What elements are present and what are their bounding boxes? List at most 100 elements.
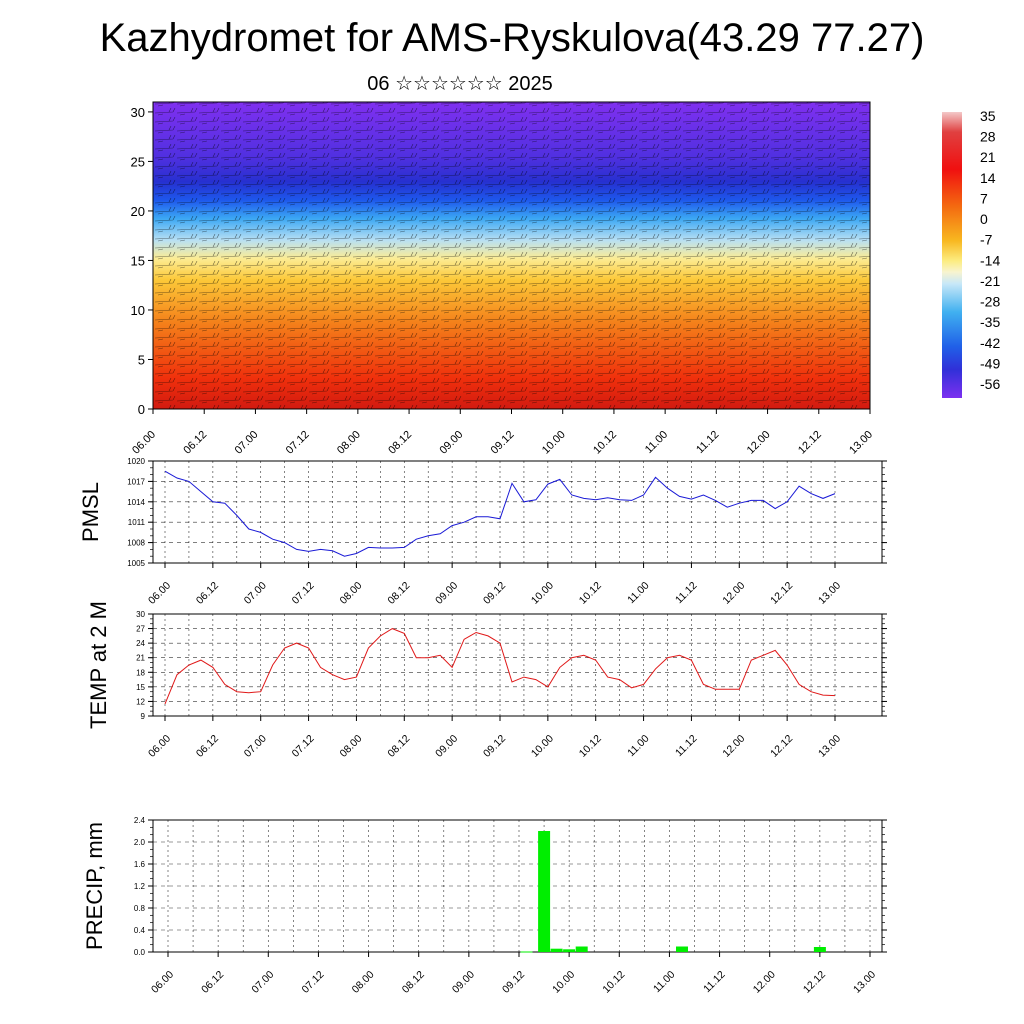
precip-x-tick-label: 10.00: [550, 969, 577, 996]
colorbar-label: 0: [980, 211, 988, 227]
pmsl-x-tick-label: 09.00: [433, 580, 460, 607]
pmsl-x-tick-label: 08.00: [337, 580, 364, 607]
colorbar-label: 21: [980, 149, 996, 165]
temp-x-tick-label: 06.00: [146, 733, 173, 760]
temp-frame: [152, 613, 883, 717]
pmsl-x-tick-label: 10.12: [577, 580, 604, 607]
heatmap-x-tick-label: 07.00: [233, 429, 261, 457]
precip-x-tick-label: 06.12: [199, 969, 226, 996]
precip-bar: [575, 946, 588, 952]
temp-x-tick-label: 13.00: [816, 733, 843, 760]
pmsl-ylabel: PMSL: [78, 482, 103, 542]
heatmap-x-tick-label: 06.00: [130, 429, 158, 457]
temp-x-tick-label: 07.00: [242, 733, 269, 760]
chart-subtitle: 06 ☆☆☆☆☆☆ 2025: [367, 73, 553, 95]
precip-bar: [538, 831, 551, 952]
colorbar-label: -28: [980, 294, 1000, 310]
precip-y-tick-label: 0.8: [134, 904, 146, 913]
heatmap-x-tick-label: 10.12: [591, 429, 619, 457]
heatmap-x-tick-label: 09.00: [437, 429, 465, 457]
heatmap-x-tick-label: 10.00: [540, 429, 568, 457]
heatmap-x-tick-label: 11.12: [694, 429, 721, 456]
precip-y-tick-label: 0.4: [134, 926, 146, 935]
pmsl-x-tick-label: 12.12: [768, 580, 795, 607]
precip-x-tick-label: 13.00: [851, 969, 878, 996]
pmsl-x-tick-label: 10.00: [529, 580, 556, 607]
pmsl-y-tick-label: 1008: [127, 539, 145, 548]
precip-y-tick-label: 0.0: [134, 948, 146, 957]
precip-x-tick-label: 07.00: [249, 969, 276, 996]
precip-bar: [563, 949, 576, 953]
heatmap-y-tick-label: 15: [131, 253, 145, 268]
temp-x-tick-label: 12.12: [768, 733, 795, 760]
heatmap-x-tick-label: 12.12: [796, 429, 824, 457]
temp-y-tick-label: 21: [136, 654, 145, 663]
precip-bar: [550, 948, 563, 952]
heatmap-y-tick-label: 20: [131, 204, 145, 219]
colorbar-label: 28: [980, 129, 996, 145]
pmsl-y-tick-label: 1005: [127, 559, 145, 568]
precip-y-tick-label: 2.0: [134, 838, 146, 847]
pmsl-x-tick-label: 06.12: [194, 580, 221, 607]
temp-x-tick-label: 10.00: [529, 733, 556, 760]
temp-series-line: [164, 628, 836, 705]
temp-x-tick-label: 07.12: [290, 733, 317, 760]
heatmap-y-tick-label: 30: [131, 105, 145, 120]
heatmap-x-tick-label: 07.12: [284, 429, 312, 457]
precip-y-tick-label: 1.2: [134, 882, 146, 891]
temp-x-tick-label: 08.12: [385, 733, 412, 760]
precip-x-tick-label: 08.00: [350, 969, 377, 996]
temp-x-tick-label: 09.12: [481, 733, 508, 760]
pmsl-y-tick-label: 1017: [127, 477, 145, 486]
precip-y-tick-label: 1.6: [134, 860, 146, 869]
pmsl-y-tick-label: 1014: [127, 498, 145, 507]
heatmap-x-tick-label: 08.00: [335, 429, 363, 457]
precip-x-tick-label: 12.12: [801, 969, 828, 996]
pmsl-y-tick-label: 1011: [128, 518, 146, 527]
pmsl-series-line: [164, 470, 836, 557]
colorbar: [942, 112, 962, 398]
precip-x-tick-label: 12.00: [751, 969, 778, 996]
colorbar-label: -7: [980, 232, 993, 248]
heatmap-y-tick-label: 0: [138, 402, 145, 417]
precip-bar: [813, 947, 826, 952]
pmsl-x-tick-label: 07.00: [242, 580, 269, 607]
precip-x-tick-label: 09.00: [450, 969, 477, 996]
colorbar-label: 7: [980, 190, 988, 206]
precip-x-tick-label: 09.12: [500, 969, 527, 996]
heatmap-x-tick-label: 08.12: [386, 429, 414, 457]
colorbar-label: 35: [980, 108, 996, 124]
wind-barbs: [153, 102, 870, 409]
heatmap-y-tick-label: 25: [131, 154, 145, 169]
precip-x-tick-label: 06.00: [149, 969, 176, 996]
precip-x-tick-label: 08.12: [400, 969, 427, 996]
precip-x-tick-label: 11.12: [701, 969, 728, 996]
heatmap-y-tick-label: 10: [131, 303, 145, 318]
temp-x-tick-label: 11.00: [625, 733, 652, 760]
temp-x-tick-label: 11.12: [673, 733, 700, 760]
pmsl-x-tick-label: 11.00: [625, 580, 652, 607]
pmsl-frame: [152, 460, 883, 564]
temp-x-tick-label: 10.12: [577, 733, 604, 760]
heatmap-x-tick-label: 12.00: [745, 429, 773, 457]
temp-y-tick-label: 24: [136, 639, 145, 648]
precip-ylabel: PRECIP, mm: [82, 822, 107, 950]
temp-x-tick-label: 09.00: [433, 733, 460, 760]
pmsl-y-tick-label: 1020: [127, 457, 145, 466]
pmsl-x-tick-label: 08.12: [385, 580, 412, 607]
colorbar-label: -56: [980, 376, 1000, 392]
temp-x-tick-label: 08.00: [337, 733, 364, 760]
heatmap-x-tick-label: 13.00: [847, 429, 875, 457]
temp-ylabel: TEMP at 2 M: [86, 601, 111, 729]
precip-x-tick-label: 10.12: [600, 969, 627, 996]
heatmap-x-tick-label: 11.00: [643, 429, 670, 456]
colorbar-label: -21: [980, 273, 1000, 289]
heatmap-x-tick-label: 09.12: [489, 429, 517, 457]
pmsl-x-tick-label: 11.12: [673, 580, 700, 607]
temp-x-tick-label: 06.12: [194, 733, 221, 760]
temp-y-tick-label: 27: [136, 625, 145, 634]
heatmap-y-tick-label: 5: [138, 352, 145, 367]
colorbar-label: -42: [980, 335, 1000, 351]
precip-x-tick-label: 11.00: [651, 969, 678, 996]
temp-y-tick-label: 15: [136, 683, 145, 692]
